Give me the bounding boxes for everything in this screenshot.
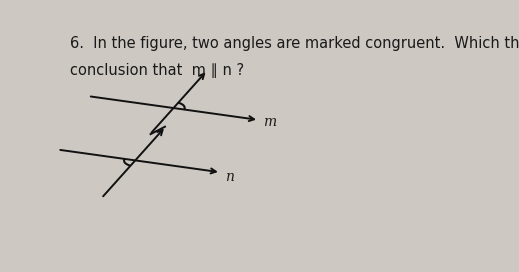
Text: conclusion that  m ∥ n ?: conclusion that m ∥ n ? [70,63,244,78]
Text: 6.  In the figure, two angles are marked congruent.  Which theorem justifies the: 6. In the figure, two angles are marked … [70,36,519,51]
Text: m: m [263,115,276,129]
Text: n: n [225,169,234,184]
